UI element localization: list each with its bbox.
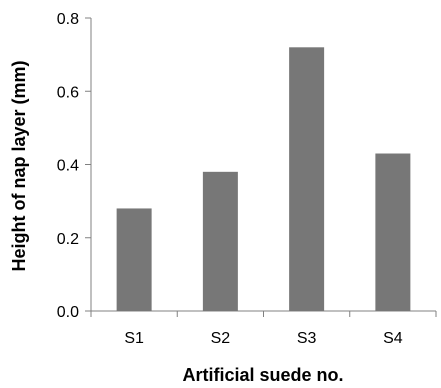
y-tick-label: 0.6 bbox=[57, 84, 79, 101]
bars bbox=[116, 47, 411, 312]
y-tick-label: 0.0 bbox=[57, 304, 79, 321]
y-tick-label: 0.8 bbox=[57, 11, 79, 28]
x-axis: S1 S2 S3 S4 bbox=[90, 310, 437, 347]
bar-s4 bbox=[375, 153, 411, 311]
bar-s2 bbox=[202, 171, 238, 311]
y-axis-title: Height of nap layer (mm) bbox=[9, 60, 29, 271]
bar-s3 bbox=[289, 47, 325, 312]
x-tick-label-s2: S2 bbox=[211, 330, 231, 347]
y-axis: 0.0 0.2 0.4 0.6 0.8 bbox=[57, 11, 92, 321]
x-tick-label-s4: S4 bbox=[383, 330, 403, 347]
x-tick-label-s3: S3 bbox=[297, 330, 317, 347]
bar-s1 bbox=[116, 208, 152, 311]
y-tick-label: 0.2 bbox=[57, 231, 79, 248]
x-tick-label-s1: S1 bbox=[124, 330, 144, 347]
y-tick-label: 0.4 bbox=[57, 158, 79, 175]
x-axis-title: Artificial suede no. bbox=[182, 365, 343, 385]
